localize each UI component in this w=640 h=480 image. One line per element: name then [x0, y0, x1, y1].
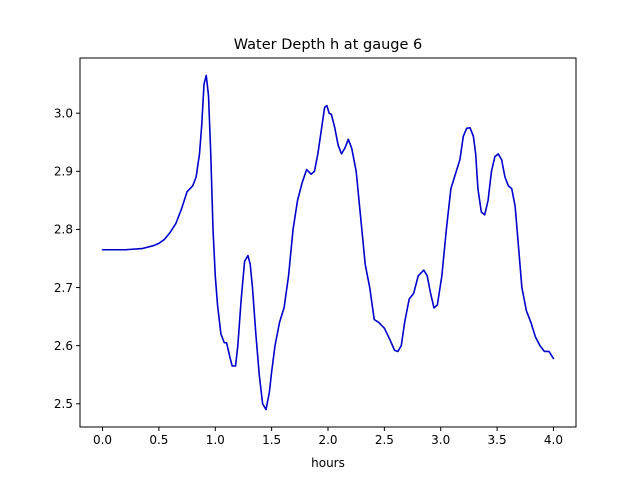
y-tick-label: 3.0 — [54, 107, 73, 121]
y-tick-label: 2.7 — [54, 281, 73, 295]
x-axis-ticks: 0.0 0.5 1.0 1.5 2.0 2.5 3.0 3.5 4.0 — [93, 427, 563, 447]
x-tick-label: 3.5 — [488, 433, 507, 447]
y-tick-label: 2.9 — [54, 165, 73, 179]
x-tick-label: 1.0 — [206, 433, 225, 447]
series-layer — [101, 74, 555, 411]
y-tick-label: 2.5 — [54, 397, 73, 411]
y-tick-label: 2.6 — [54, 339, 73, 353]
x-axis-label: hours — [311, 456, 345, 470]
x-tick-label: 0.0 — [93, 433, 112, 447]
x-tick-label: 1.5 — [262, 433, 281, 447]
y-axis-ticks: 2.5 2.6 2.7 2.8 2.9 3.0 — [54, 107, 80, 411]
x-tick-label: 2.0 — [318, 433, 337, 447]
x-tick-label: 0.5 — [149, 433, 168, 447]
x-tick-label: 2.5 — [375, 433, 394, 447]
x-tick-label: 4.0 — [544, 433, 563, 447]
chart-title: Water Depth h at gauge 6 — [234, 37, 422, 53]
x-tick-label: 3.0 — [431, 433, 450, 447]
series-line-1 — [101, 74, 555, 411]
plot-area — [80, 58, 576, 427]
y-tick-label: 2.8 — [54, 223, 73, 237]
plot-frame — [79, 57, 577, 428]
